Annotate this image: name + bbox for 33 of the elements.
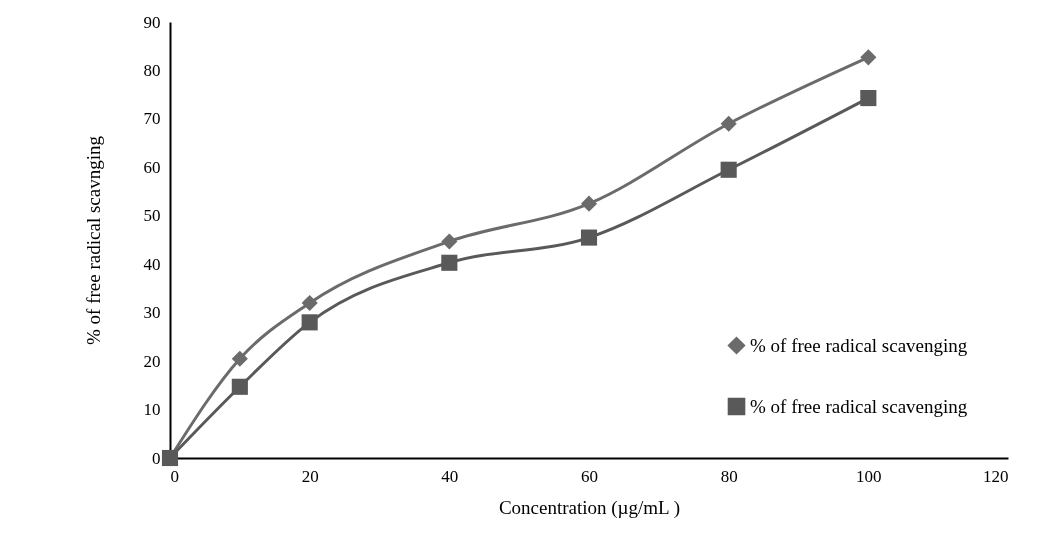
point [441, 254, 458, 271]
point [301, 314, 318, 331]
y-tick-label: 30 [143, 303, 161, 323]
point [860, 90, 877, 107]
point [720, 115, 737, 132]
y-tick-label: 0 [152, 448, 161, 468]
point [860, 49, 877, 66]
point [720, 161, 737, 178]
y-tick-label: 60 [143, 157, 161, 177]
x-tick-label: 60 [581, 466, 598, 486]
x-tick-label: 120 [983, 466, 1009, 486]
y-tick-label: 70 [143, 109, 161, 129]
x-tick-label: 20 [301, 466, 319, 486]
point [441, 233, 458, 250]
y-tick-label: 90 [143, 12, 161, 32]
legend-label: % of free radical scavenging [750, 395, 968, 417]
y-tick-label: 80 [143, 60, 161, 80]
x-axis-title: Concentration (µg/mL ) [498, 496, 681, 519]
y-tick-label: 20 [143, 351, 161, 371]
point [301, 294, 318, 312]
x-tick-label: 100 [856, 466, 882, 486]
x-tick-label: 0 [170, 466, 179, 486]
point [231, 378, 248, 395]
y-axis-title: % of free radical scavnging [82, 135, 104, 345]
point [231, 350, 248, 367]
y-tick-label: 50 [143, 206, 161, 226]
y-tick-label: 10 [143, 400, 161, 420]
legend-label: % of free radical scavenging [750, 334, 968, 356]
point [580, 229, 598, 246]
point [580, 195, 598, 212]
y-tick-label: 40 [143, 254, 161, 274]
x-tick-label: 40 [441, 466, 459, 486]
x-tick-label: 80 [720, 466, 738, 486]
